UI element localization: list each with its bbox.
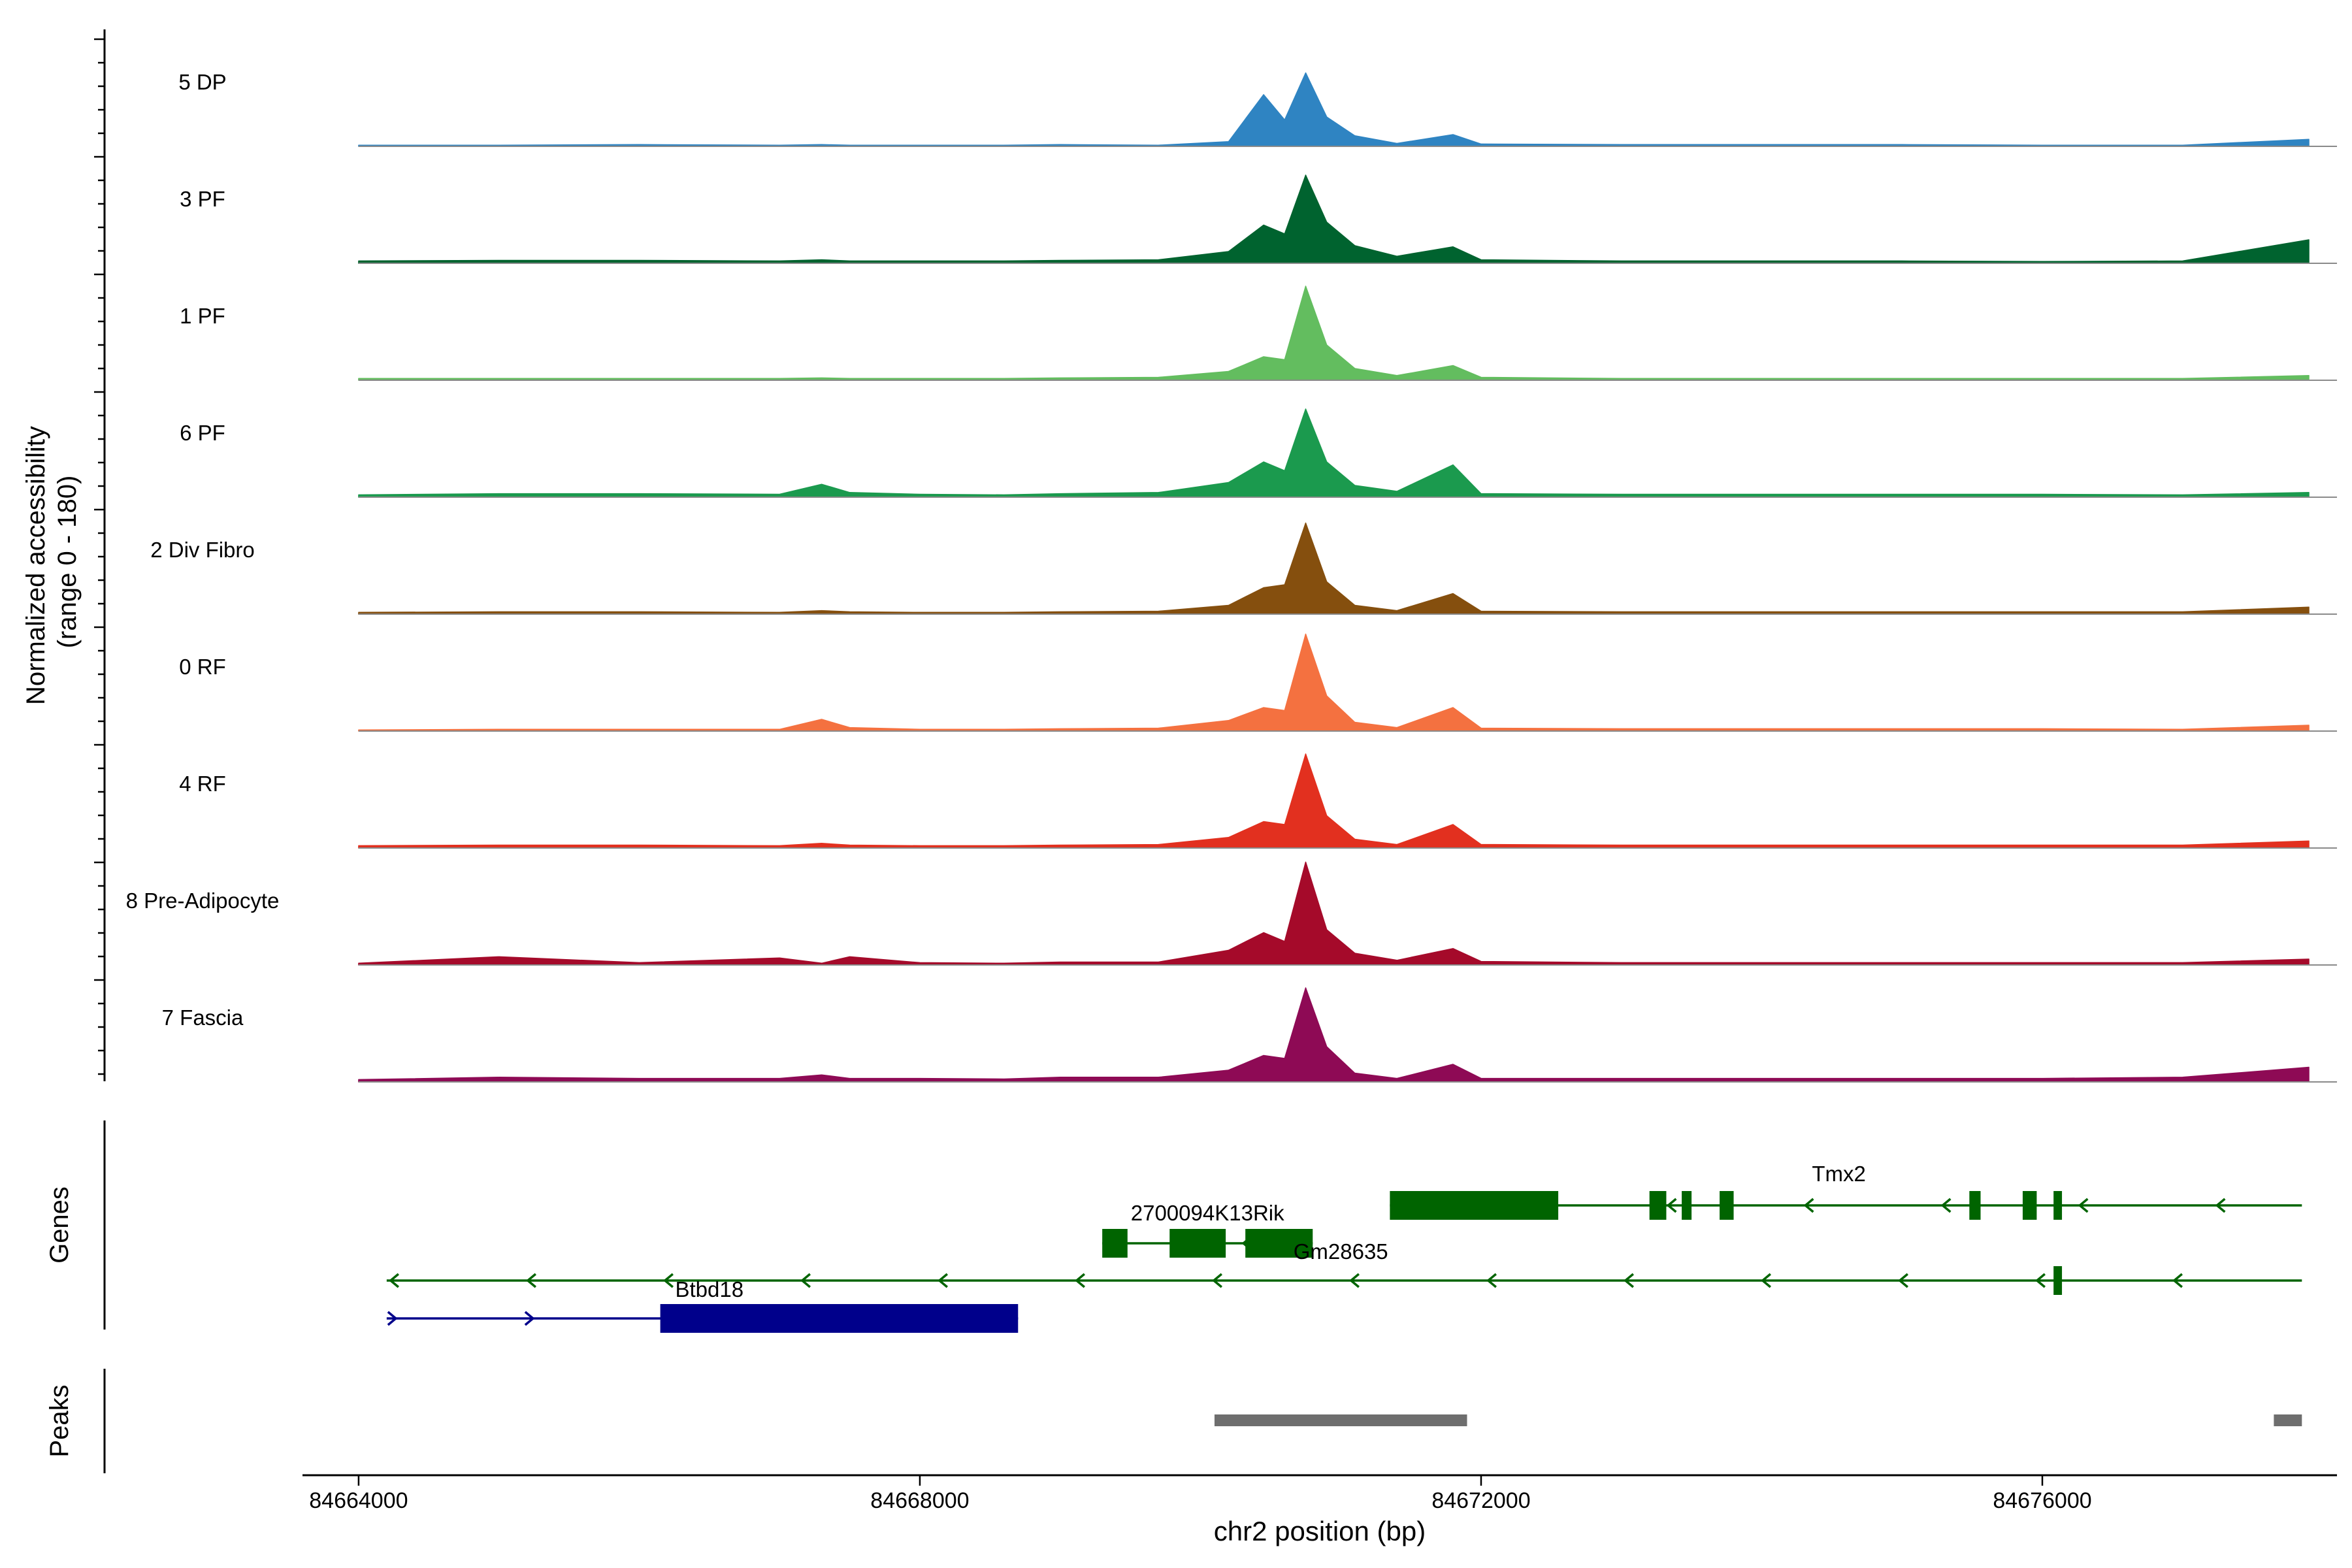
y-axis-label: Normalized accessibility (range 0 - 180) xyxy=(22,419,82,705)
strand-arrow xyxy=(1486,1273,1497,1288)
y-axis-label-line2: (range 0 - 180) xyxy=(53,476,82,649)
track-label: 4 RF xyxy=(179,772,226,796)
strand-arrow xyxy=(800,1273,811,1288)
track-label: 5 DP xyxy=(178,70,226,94)
exon-block xyxy=(660,1304,1019,1333)
track-6: 0 RF xyxy=(179,633,2337,732)
strand-arrow xyxy=(2078,1198,2089,1213)
track-label: 0 RF xyxy=(179,655,226,679)
exon-block xyxy=(1682,1191,1692,1220)
track-label: 1 PF xyxy=(180,304,225,328)
coverage-y-ticks xyxy=(94,38,105,1075)
track-4: 6 PF xyxy=(180,408,2337,498)
track-area xyxy=(358,987,2310,1083)
peaks-axis-label: Peaks xyxy=(45,1384,74,1457)
gene-track: Tmx2 2700094K13Rik Gm28635 Btbd18 xyxy=(386,1162,2302,1333)
strand-arrow xyxy=(1761,1273,1771,1288)
strand-arrow xyxy=(1212,1273,1222,1288)
track-label: 6 PF xyxy=(180,421,225,445)
gene-tmx2: Tmx2 xyxy=(1390,1162,2302,1220)
track-label: 8 Pre-Adipocyte xyxy=(126,889,280,913)
exon-block xyxy=(2053,1266,2063,1295)
gene-label: 2700094K13Rik xyxy=(1131,1201,1284,1225)
exon-block xyxy=(1649,1191,1667,1220)
exon-block xyxy=(1245,1229,1313,1258)
strand-arrow xyxy=(1940,1198,1952,1213)
strand-arrow xyxy=(1624,1273,1634,1288)
strand-arrow xyxy=(524,1311,535,1326)
exon-block xyxy=(1390,1191,1559,1220)
peak-bar xyxy=(1214,1414,1467,1426)
track-area xyxy=(358,861,2310,966)
track-area xyxy=(358,633,2310,732)
track-label: 7 Fascia xyxy=(162,1005,244,1030)
exon-block xyxy=(1102,1229,1128,1258)
strand-arrow xyxy=(389,1273,399,1288)
track-2: 3 PF xyxy=(180,174,2337,264)
strand-arrow xyxy=(1349,1273,1360,1288)
gene-label: Tmx2 xyxy=(1812,1162,1866,1186)
track-area xyxy=(358,174,2310,264)
strand-arrow xyxy=(663,1273,674,1288)
exon-block xyxy=(1969,1191,1981,1220)
peak-track xyxy=(1214,1414,2302,1426)
gene-label: Btbd18 xyxy=(676,1277,744,1301)
exon-block xyxy=(2022,1191,2037,1220)
strand-arrow xyxy=(1075,1273,1085,1288)
strand-arrow xyxy=(1803,1198,1814,1213)
genes-axis-label: Genes xyxy=(45,1186,74,1264)
track-8: 8 Pre-Adipocyte xyxy=(126,861,2337,966)
x-tick-label: 84672000 xyxy=(1431,1488,1530,1513)
exon-block xyxy=(1720,1191,1734,1220)
strand-arrow xyxy=(526,1273,536,1288)
track-area xyxy=(358,408,2310,498)
strand-arrow xyxy=(1898,1273,1908,1288)
exon-block xyxy=(2053,1191,2063,1220)
track-1: 5 DP xyxy=(178,70,2337,147)
y-axis-label-line1: Normalized accessibility xyxy=(22,426,50,705)
track-area xyxy=(358,753,2310,849)
track-area xyxy=(358,522,2310,615)
x-axis-label: chr2 position (bp) xyxy=(1214,1516,1426,1546)
track-label: 3 PF xyxy=(180,187,225,211)
peak-bar xyxy=(2274,1414,2302,1426)
strand-arrow xyxy=(387,1311,398,1326)
x-tick-label: 84668000 xyxy=(870,1488,969,1513)
track-5: 2 Div Fibro xyxy=(150,522,2337,615)
track-3: 1 PF xyxy=(180,286,2337,381)
strand-arrow xyxy=(2215,1198,2226,1213)
coverage-tracks: 5 DP 3 PF 1 PF 6 PF 2 Div Fibro 0 RF 4 RF 8 Pre… xyxy=(126,70,2337,1083)
gene-gm28635: Gm28635 xyxy=(386,1239,2302,1295)
x-tick-label: 84664000 xyxy=(309,1488,408,1513)
gene-btbd18: Btbd18 xyxy=(386,1277,1019,1333)
track-area xyxy=(358,72,2310,147)
strand-arrow xyxy=(1666,1198,1677,1213)
gene-label: Gm28635 xyxy=(1294,1239,1388,1264)
strand-arrow xyxy=(2172,1273,2183,1288)
x-tick-label: 84676000 xyxy=(1993,1488,2091,1513)
track-area xyxy=(358,286,2310,381)
track-9: 7 Fascia xyxy=(162,987,2337,1083)
track-label: 2 Div Fibro xyxy=(150,538,255,562)
strand-arrow xyxy=(2035,1273,2046,1288)
strand-arrow xyxy=(938,1273,948,1288)
track-7: 4 RF xyxy=(179,753,2337,849)
gene-2700094k13rik: 2700094K13Rik xyxy=(1102,1201,1313,1258)
x-axis-ticks: 84664000 84668000 84672000 84676000 xyxy=(309,1475,2092,1513)
exon-block xyxy=(1169,1229,1226,1258)
